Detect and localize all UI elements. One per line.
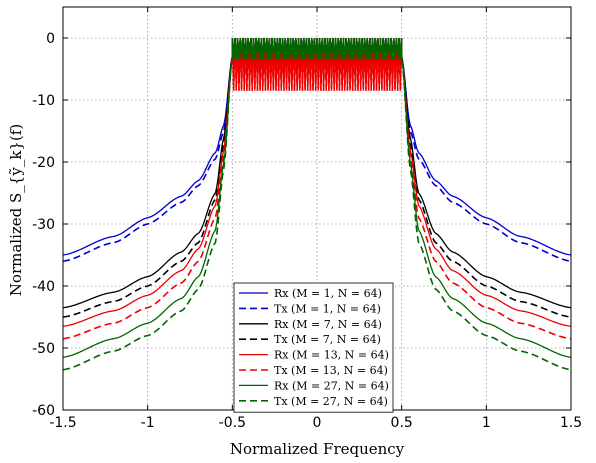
legend-label: Tx (M = 13, N = 64) xyxy=(274,364,388,377)
y-tick-label: -60 xyxy=(32,403,55,419)
y-tick-label: -10 xyxy=(32,93,55,109)
y-tick-label: -40 xyxy=(32,279,55,295)
y-tick-label: -30 xyxy=(32,217,55,233)
x-tick-label: -1 xyxy=(141,415,155,431)
legend-label: Rx (M = 7, N = 64) xyxy=(274,318,382,331)
y-tick-label: -20 xyxy=(32,155,55,171)
series-line-4 xyxy=(63,37,571,318)
legend: Rx (M = 1, N = 64) Tx (M = 1, N = 64) Rx (… xyxy=(233,282,394,413)
legend-label: Tx (M = 7, N = 64) xyxy=(274,333,381,346)
x-tick-label: 1 xyxy=(482,415,491,431)
legend-label: Rx (M = 13, N = 64) xyxy=(274,349,389,362)
x-tick-label: -0.5 xyxy=(219,415,246,431)
legend-label: Rx (M = 1, N = 64) xyxy=(274,287,382,300)
legend-box xyxy=(233,282,394,413)
y-axis-label: Normalized S_{ỹ_k}(f) xyxy=(7,124,25,296)
legend-label: Tx (M = 1, N = 64) xyxy=(274,302,381,315)
legend-label: Rx (M = 27, N = 64) xyxy=(274,379,389,392)
x-tick-label: 0.5 xyxy=(391,415,413,431)
y-tick-label: -50 xyxy=(32,341,55,357)
x-tick-label: 1.5 xyxy=(560,415,582,431)
series-line-2 xyxy=(63,37,571,262)
x-tick-label: 0 xyxy=(313,415,322,431)
y-tick-label: 0 xyxy=(46,31,55,47)
x-tick-label: -1.5 xyxy=(49,415,76,431)
ticks: -1.5 -1 -0.5 0 0.5 1 1.5 -60 -50 -40 -30 -20 -10 0 xyxy=(32,7,582,431)
series-layer xyxy=(63,37,571,371)
legend-label: Tx (M = 27, N = 64) xyxy=(274,395,388,408)
series-line-8 xyxy=(63,37,571,371)
x-axis-label: Normalized Frequency xyxy=(230,440,405,458)
